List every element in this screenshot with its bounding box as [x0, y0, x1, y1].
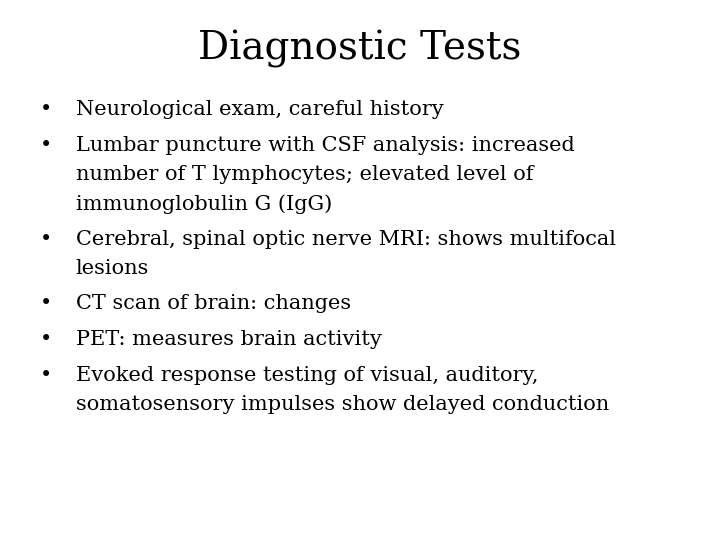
Text: PET: measures brain activity: PET: measures brain activity — [76, 330, 382, 349]
Text: Diagnostic Tests: Diagnostic Tests — [198, 30, 522, 68]
Text: Lumbar puncture with CSF analysis: increased: Lumbar puncture with CSF analysis: incre… — [76, 136, 575, 154]
Text: •: • — [40, 366, 52, 384]
Text: immunoglobulin G (IgG): immunoglobulin G (IgG) — [76, 194, 332, 213]
Text: Evoked response testing of visual, auditory,: Evoked response testing of visual, audit… — [76, 366, 538, 384]
Text: somatosensory impulses show delayed conduction: somatosensory impulses show delayed cond… — [76, 395, 609, 414]
Text: •: • — [40, 136, 52, 154]
Text: CT scan of brain: changes: CT scan of brain: changes — [76, 294, 351, 313]
Text: Cerebral, spinal optic nerve MRI: shows multifocal: Cerebral, spinal optic nerve MRI: shows … — [76, 230, 616, 248]
Text: lesions: lesions — [76, 259, 149, 278]
Text: Neurological exam, careful history: Neurological exam, careful history — [76, 100, 444, 119]
Text: •: • — [40, 294, 52, 313]
Text: number of T lymphocytes; elevated level of: number of T lymphocytes; elevated level … — [76, 165, 533, 184]
Text: •: • — [40, 230, 52, 248]
Text: •: • — [40, 100, 52, 119]
Text: •: • — [40, 330, 52, 349]
